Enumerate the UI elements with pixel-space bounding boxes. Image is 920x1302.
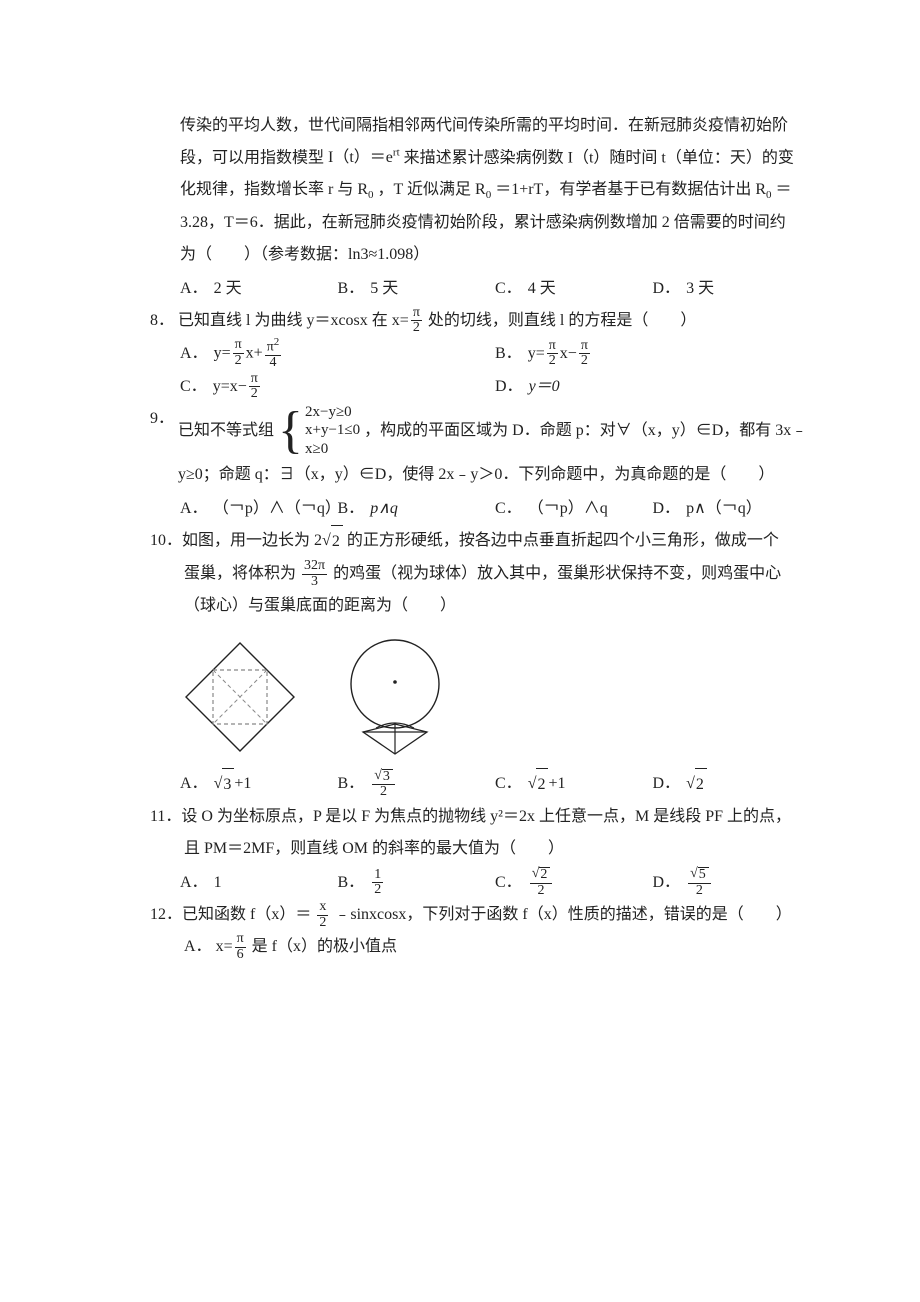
- q8-opt-a: A． y=π2x+π24: [180, 337, 495, 371]
- q7-R0-sub3: 0: [766, 190, 772, 202]
- q7-opt-c: C．4 天: [495, 273, 653, 305]
- q12-opt-a: A． x=π6 是 f（x）的极小值点: [150, 931, 810, 963]
- q9-line2: y≥0；命题 q：∃（x，y）∈D，使得 2x﹣y＞0．下列命题中，为真命题的是…: [150, 459, 810, 491]
- q9: 9． 已知不等式组 { 2x−y≥0 x+y−1≤0 x≥0 ，构成的平面区域为…: [150, 403, 810, 459]
- q7-line3c: ＝1+rT，有学者基于已有数据估计出 R: [495, 181, 766, 198]
- q10-opt-a: A． √3+1: [180, 768, 338, 801]
- q7-line3b: ，T 近似满足 R: [378, 181, 486, 198]
- q7-continuation: 传染的平均人数，世代间隔指相邻两代间传染所需的平均时间．在新冠肺炎疫情初始阶 段…: [150, 110, 810, 271]
- q9-num: 9．: [150, 403, 178, 435]
- q8-opt-d: D． y＝0: [495, 371, 810, 403]
- q10-options: A． √3+1 B． √32 C． √2+1 D． √2: [150, 768, 810, 801]
- q10-stem: 如图，用一边长为 2√2 的正方形硬纸，按各边中点垂直折起四个小三角形，做成一个: [182, 525, 810, 558]
- q9-system: { 2x−y≥0 x+y−1≤0 x≥0: [278, 403, 360, 459]
- q10-fig-ball: [330, 632, 460, 762]
- q12-frac: x2: [317, 900, 328, 930]
- q11-opt-c: C．√22: [495, 867, 653, 899]
- q7-line3a: 化规律，指数增长率 r 与 R: [180, 181, 368, 198]
- q11-line1: 设 O 为坐标原点，P 是以 F 为焦点的抛物线 y²＝2x 上任意一点，M 是…: [181, 801, 810, 833]
- q7-opt-a: A．2 天: [180, 273, 338, 305]
- q11-line2: 且 PM＝2MF，则直线 OM 的斜率的最大值为（ ）: [150, 833, 810, 865]
- q11: 11． 设 O 为坐标原点，P 是以 F 为焦点的抛物线 y²＝2x 上任意一点…: [150, 801, 810, 833]
- q10-line2: 蛋巢，将体积为 32π3 的鸡蛋（视为球体）放入其中，蛋巢形状保持不变，则鸡蛋中…: [150, 558, 810, 590]
- q7-model: I（t）＝ert: [328, 149, 400, 166]
- q8-opts-row2: C． y=x−π2 D． y＝0: [150, 371, 810, 403]
- q10-opt-b: B． √32: [338, 768, 496, 801]
- q7-options: A．2 天 B．5 天 C．4 天 D．3 天: [150, 273, 810, 305]
- q10-opt-d: D． √2: [653, 768, 811, 801]
- q8-xval: x=π2: [392, 312, 428, 329]
- q8-num: 8．: [150, 305, 178, 337]
- q9-opt-b: B．p∧q: [338, 493, 496, 525]
- q8-stem: 已知直线 l 为曲线 y＝xcosx 在 x=π2 处的切线，则直线 l 的方程…: [178, 305, 810, 337]
- q7-line1: 传染的平均人数，世代间隔指相邻两代间传染所需的平均时间．在新冠肺炎疫情初始阶: [180, 117, 788, 134]
- q12-stem: 已知函数 f（x）＝ x2 ﹣sinxcosx，下列对于函数 f（x）性质的描述…: [182, 899, 810, 931]
- q10-opt-c: C． √2+1: [495, 768, 653, 801]
- q7-R0-sub1: 0: [368, 190, 374, 202]
- q9-opt-c: C．（￢p）∧q: [495, 493, 653, 525]
- q7-line4: 3.28，T＝6．据此，在新冠肺炎疫情初始阶段，累计感染病例数增加 2 倍需要的…: [180, 214, 786, 231]
- q9-opt-d: D．p∧（￢q）: [653, 493, 811, 525]
- q11-opt-b: B．12: [338, 867, 496, 899]
- q7-opt-d: D．3 天: [653, 273, 811, 305]
- q9-options: A．（￢p）∧（￢q） B．p∧q C．（￢p）∧q D．p∧（￢q）: [150, 493, 810, 525]
- q10-edge: 2√2: [314, 532, 343, 549]
- q10-volume: 32π3: [302, 559, 327, 589]
- q10-fig-diamond: [180, 637, 300, 757]
- q9-opt-a: A．（￢p）∧（￢q）: [180, 493, 338, 525]
- q11-options: A．1 B．12 C．√22 D．√52: [150, 867, 810, 899]
- q12-num: 12．: [150, 899, 182, 931]
- q7-line5: 为（ ）（参考数据：ln3≈1.098）: [180, 246, 429, 263]
- q7-line2a: 段，可以用指数模型: [180, 149, 328, 166]
- q8-opts-row1: A． y=π2x+π24 B． y=π2x−π2: [150, 337, 810, 371]
- q12: 12． 已知函数 f（x）＝ x2 ﹣sinxcosx，下列对于函数 f（x）性…: [150, 899, 810, 931]
- q9-stem: 已知不等式组 { 2x−y≥0 x+y−1≤0 x≥0 ，构成的平面区域为 D．…: [178, 403, 810, 459]
- page: 传染的平均人数，世代间隔指相邻两代间传染所需的平均时间．在新冠肺炎疫情初始阶 段…: [0, 0, 920, 1023]
- q10-line3: （球心）与蛋巢底面的距离为（ ）: [150, 590, 810, 622]
- q8-opt-b: B． y=π2x−π2: [495, 337, 810, 371]
- q10: 10． 如图，用一边长为 2√2 的正方形硬纸，按各边中点垂直折起四个小三角形，…: [150, 525, 810, 558]
- q10-figures: [150, 632, 810, 762]
- q11-num: 11．: [150, 801, 181, 833]
- q8: 8． 已知直线 l 为曲线 y＝xcosx 在 x=π2 处的切线，则直线 l …: [150, 305, 810, 337]
- q8-opt-c: C． y=x−π2: [180, 371, 495, 403]
- q7-line3d: ＝: [776, 181, 792, 198]
- q11-opt-a: A．1: [180, 867, 338, 899]
- q7-line2b: 来描述累计感染病例数 I（t）随时间 t（单位：天）的变: [404, 149, 794, 166]
- q7-R0-sub2: 0: [486, 190, 492, 202]
- q7-opt-b: B．5 天: [338, 273, 496, 305]
- q11-opt-d: D．√52: [653, 867, 811, 899]
- q10-num: 10．: [150, 525, 182, 557]
